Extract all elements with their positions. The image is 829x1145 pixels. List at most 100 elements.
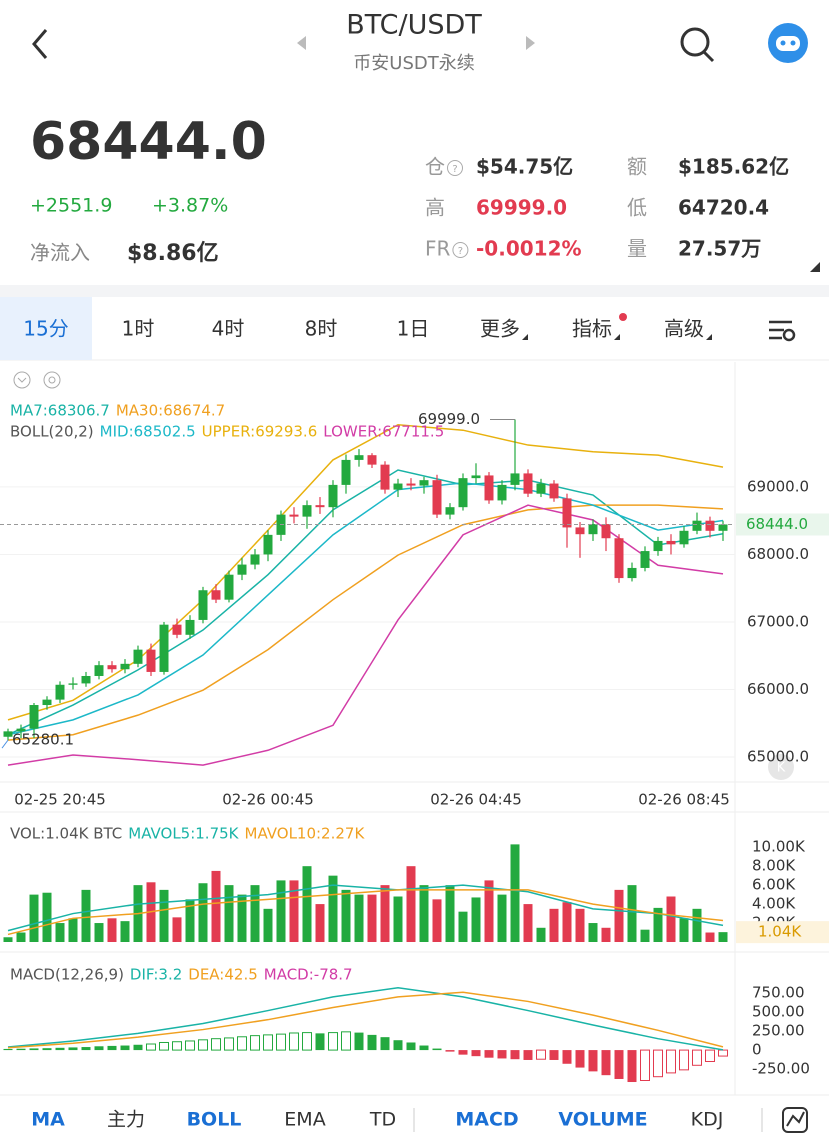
bar [146, 1043, 156, 1051]
last-price-tag-bg [736, 513, 829, 536]
bar [562, 1050, 572, 1064]
bar [263, 908, 273, 942]
bar [341, 1031, 351, 1051]
legend-entry: MAVOL5:1.75K [128, 825, 239, 843]
back-button[interactable] [32, 29, 48, 59]
indicator-toggle[interactable]: BOLL [187, 1109, 242, 1131]
chart-tools[interactable] [13, 371, 61, 389]
stat-label: 低 [627, 196, 647, 220]
separator [0, 285, 829, 297]
indicator-toggle[interactable]: TD [369, 1109, 396, 1131]
bar [718, 932, 728, 942]
timeframe-tab[interactable]: 指标 [572, 317, 612, 341]
bar [666, 1049, 676, 1074]
candle-body [367, 455, 377, 465]
stat-value: 69999.0 [476, 196, 567, 220]
last-price: 68444.0 [30, 112, 267, 172]
candle-body [133, 649, 143, 664]
candle-body [692, 520, 702, 531]
bar [536, 1049, 546, 1060]
bar [692, 1049, 702, 1066]
candle-body [679, 530, 689, 545]
bar [471, 897, 481, 942]
timeframe-tab[interactable]: 更多 [480, 317, 520, 341]
prev-symbol[interactable] [297, 36, 306, 50]
timeframe-tab[interactable]: 1时 [122, 317, 155, 341]
bar [224, 1037, 234, 1051]
candle-body [380, 464, 390, 490]
tab-dropdown [706, 334, 712, 340]
candle-body [146, 649, 156, 672]
indicator-toggle[interactable]: EMA [284, 1109, 325, 1131]
y-tick-label: 0 [752, 1041, 762, 1059]
bar [120, 921, 130, 942]
bar [55, 1047, 65, 1051]
candle-body [601, 524, 611, 539]
candle-body [250, 554, 260, 565]
bar [627, 1050, 637, 1083]
legend-entry: LOWER:67711.5 [323, 423, 444, 441]
bar [81, 1047, 91, 1051]
y-tick-label: 4.00K [752, 895, 796, 913]
bar [263, 1034, 273, 1051]
bar [406, 1042, 416, 1051]
legend-entry: DIF:3.2 [130, 966, 182, 984]
bar [94, 1046, 104, 1051]
bar [614, 889, 624, 942]
search-button[interactable] [680, 27, 715, 63]
bar [432, 1048, 442, 1051]
candle-body [484, 475, 494, 501]
candle-body [497, 484, 507, 501]
chart-settings[interactable] [769, 320, 796, 342]
timeframe-tab[interactable]: 1日 [397, 317, 430, 341]
help-icon[interactable] [452, 242, 469, 258]
tab-dropdown [614, 334, 620, 340]
help-icon[interactable] [447, 160, 463, 176]
symbol-title: BTC/USDT [346, 10, 482, 41]
y-tick-label: 10.00K [752, 838, 806, 856]
indicator-toggle[interactable]: KDJ [691, 1109, 724, 1131]
bar [185, 1040, 195, 1051]
y-tick-label: 66000.0 [747, 680, 809, 698]
stat-value: 64720.4 [678, 196, 769, 220]
timeframe-tab[interactable]: 15分 [23, 317, 68, 341]
timeframe-tab[interactable]: 高级 [664, 317, 704, 341]
timeframe-tab[interactable]: 8时 [305, 317, 338, 341]
candle-body [263, 534, 273, 555]
candle-body [393, 483, 403, 490]
help-icon-mark: ? [458, 246, 463, 257]
indicator-toggle[interactable]: VOLUME [558, 1109, 647, 1131]
candle-body [55, 684, 65, 700]
candle-body [419, 480, 429, 486]
drawing-tool[interactable] [782, 1107, 808, 1133]
stat-label: 额 [627, 155, 647, 179]
bar [419, 885, 429, 942]
price-change-pct: +3.87% [152, 195, 228, 217]
bar [367, 894, 377, 942]
bar [575, 908, 585, 942]
indicator-toggle[interactable]: MACD [455, 1109, 518, 1131]
candle-body [198, 590, 208, 620]
bar [107, 1045, 117, 1051]
indicator-toggle[interactable]: MA [31, 1109, 65, 1131]
candle-body [172, 624, 182, 635]
bar [3, 1048, 13, 1051]
x-tick-label: 02-26 00:45 [222, 791, 314, 809]
candle-body [120, 663, 130, 670]
bar [133, 1044, 143, 1051]
candle-body [549, 483, 559, 499]
avatar[interactable] [768, 23, 808, 63]
timeframe-tab[interactable]: 4时 [212, 317, 245, 341]
bar [276, 880, 286, 942]
y-tick-label: 67000.0 [747, 612, 809, 630]
expand-stats[interactable] [810, 262, 820, 272]
bar [276, 1033, 286, 1051]
y-tick-label: 65000.0 [747, 748, 809, 766]
reset-zoom[interactable]: K [768, 754, 794, 780]
bar [94, 923, 104, 942]
bar [172, 1041, 182, 1051]
indicator-toggle[interactable]: 主力 [107, 1109, 145, 1131]
candle-body [458, 478, 468, 508]
next-symbol[interactable] [526, 36, 535, 50]
